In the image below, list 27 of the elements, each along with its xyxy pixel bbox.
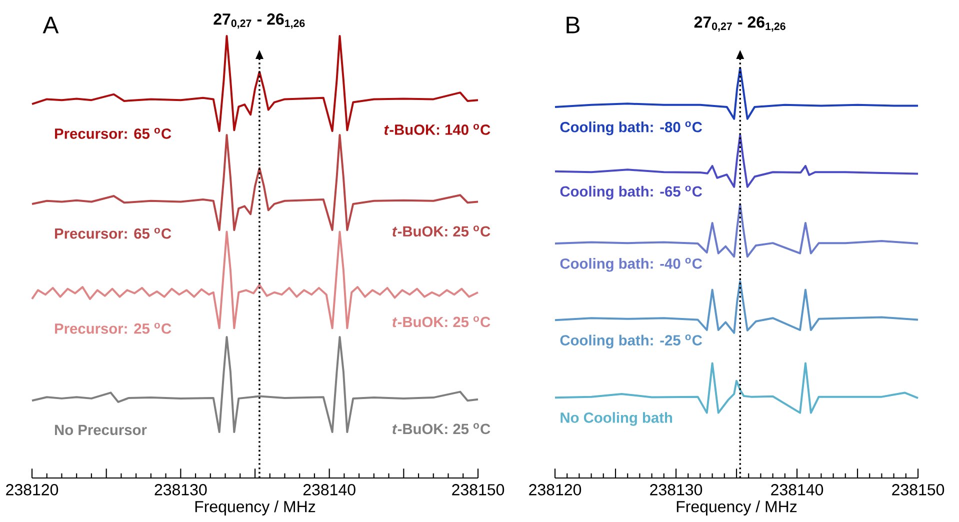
series-label: Cooling bath: -40 $^{o}$C xyxy=(560,258,702,272)
text: 27$_{0,27}$ - 26$_{1,26}$ xyxy=(694,16,786,32)
x-tick-label: 238140 xyxy=(771,484,824,496)
series-label: Cooling bath: -25 $^{o}$C xyxy=(560,334,702,348)
series-label: No Cooling bath xyxy=(560,412,672,426)
chart-title: B xyxy=(566,16,580,34)
x-tick-label: 238140 xyxy=(303,484,356,496)
x-tick-label: 238150 xyxy=(452,484,504,496)
series-label: Precursor: 25 $^{o}$C xyxy=(55,322,172,334)
x-axis-title: Frequency / MHz xyxy=(195,500,316,516)
x-tick-label: 238150 xyxy=(892,484,944,496)
annotation: t-BuOK: 25 $^{o}$C xyxy=(392,423,490,434)
series-label: Precursor: 65 $^{o}$C xyxy=(55,228,172,239)
text: 27$_{0,27}$ - 26$_{1,26}$ xyxy=(214,13,305,29)
annotation: t-BuOK: 25 $^{o}$C xyxy=(392,226,490,237)
x-tick-label: 238130 xyxy=(650,484,702,496)
annotation: t-BuOK: 25 $^{o}$C xyxy=(392,316,490,328)
chart-title: A xyxy=(42,16,59,34)
x-tick-label: 238120 xyxy=(529,484,582,496)
x-axis-title: Frequency / MHz xyxy=(676,500,797,516)
series-label: Cooling bath: -80 $^{o}$C xyxy=(560,121,702,136)
x-tick-label: 238130 xyxy=(154,484,207,496)
series-label: Precursor: 65 $^{o}$C xyxy=(55,128,172,139)
x-tick-label: 238120 xyxy=(6,484,58,496)
series-label: Cooling bath: -65 $^{o}$C xyxy=(560,186,702,200)
annotation: t-BuOK: 140 $^{o}$C xyxy=(384,124,490,135)
series-label: No Precursor xyxy=(55,424,147,436)
